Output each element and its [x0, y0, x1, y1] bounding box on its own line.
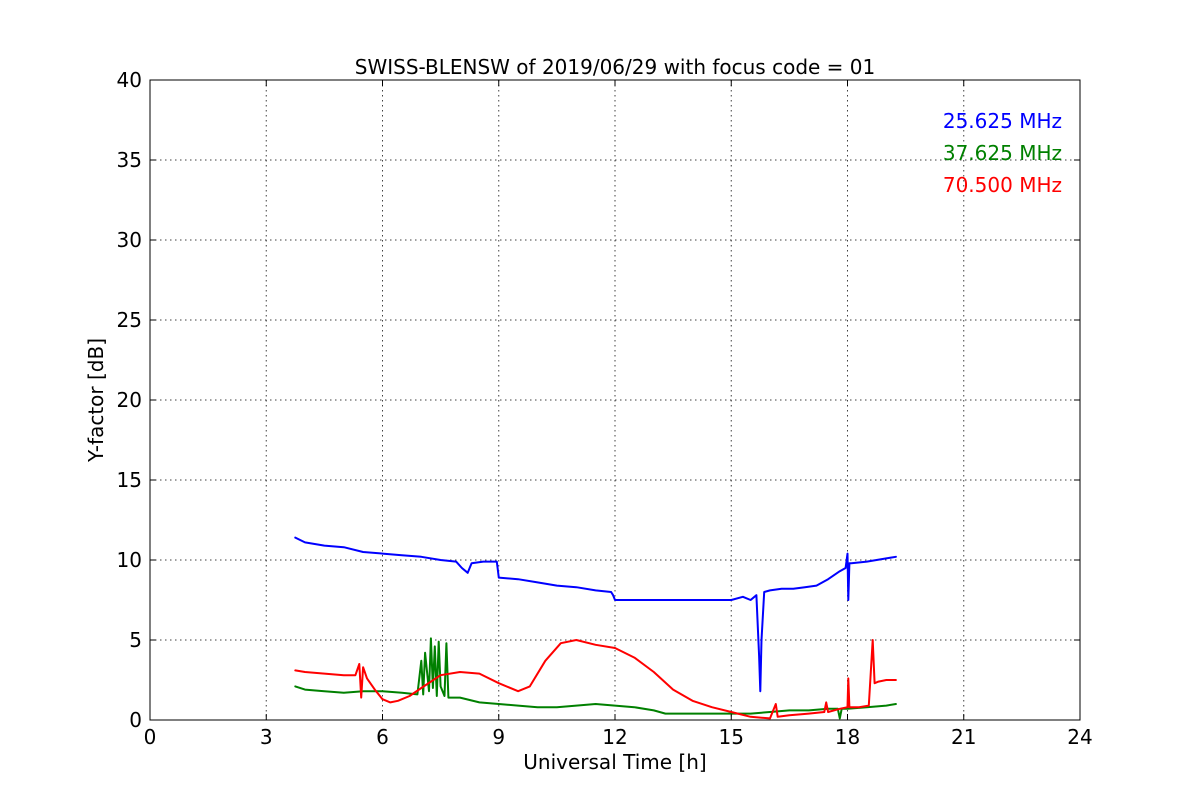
y-axis-label: Y-factor [dB]	[84, 338, 108, 463]
legend-entry: 37.625 MHz	[943, 141, 1062, 165]
legend: 25.625 MHz 37.625 MHz 70.500 MHz	[943, 109, 1062, 197]
y-tick-label: 15	[117, 468, 142, 492]
x-tick-label: 21	[951, 725, 976, 749]
x-tick-label: 24	[1067, 725, 1092, 749]
x-tick-label: 9	[492, 725, 505, 749]
series-line-2	[294, 637, 897, 720]
y-tick-label: 5	[129, 628, 142, 652]
x-axis-label: Universal Time [h]	[523, 750, 706, 774]
axis-ticks: 0 3 6 9 12 15 18 21 24 0 5 10 15 20 25 30 35 40	[117, 68, 1093, 749]
x-tick-label: 12	[602, 725, 627, 749]
y-tick-label: 30	[117, 228, 142, 252]
y-tick-label: 0	[129, 708, 142, 732]
series-line-3	[294, 639, 897, 720]
chart-title: SWISS-BLENSW of 2019/06/29 with focus co…	[355, 55, 876, 79]
y-tick-label: 35	[117, 148, 142, 172]
y-tick-label: 25	[117, 308, 142, 332]
y-tick-label: 40	[117, 68, 142, 92]
grid	[150, 80, 1080, 720]
legend-entry: 70.500 MHz	[943, 173, 1062, 197]
y-tick-label: 10	[117, 548, 142, 572]
x-tick-label: 6	[376, 725, 389, 749]
series-layer	[294, 536, 897, 720]
x-tick-label: 3	[260, 725, 273, 749]
x-tick-label: 15	[719, 725, 744, 749]
legend-entry: 25.625 MHz	[943, 109, 1062, 133]
x-tick-label: 0	[144, 725, 157, 749]
y-tick-label: 20	[117, 388, 142, 412]
x-tick-label: 18	[835, 725, 860, 749]
series-line-1	[294, 536, 897, 693]
